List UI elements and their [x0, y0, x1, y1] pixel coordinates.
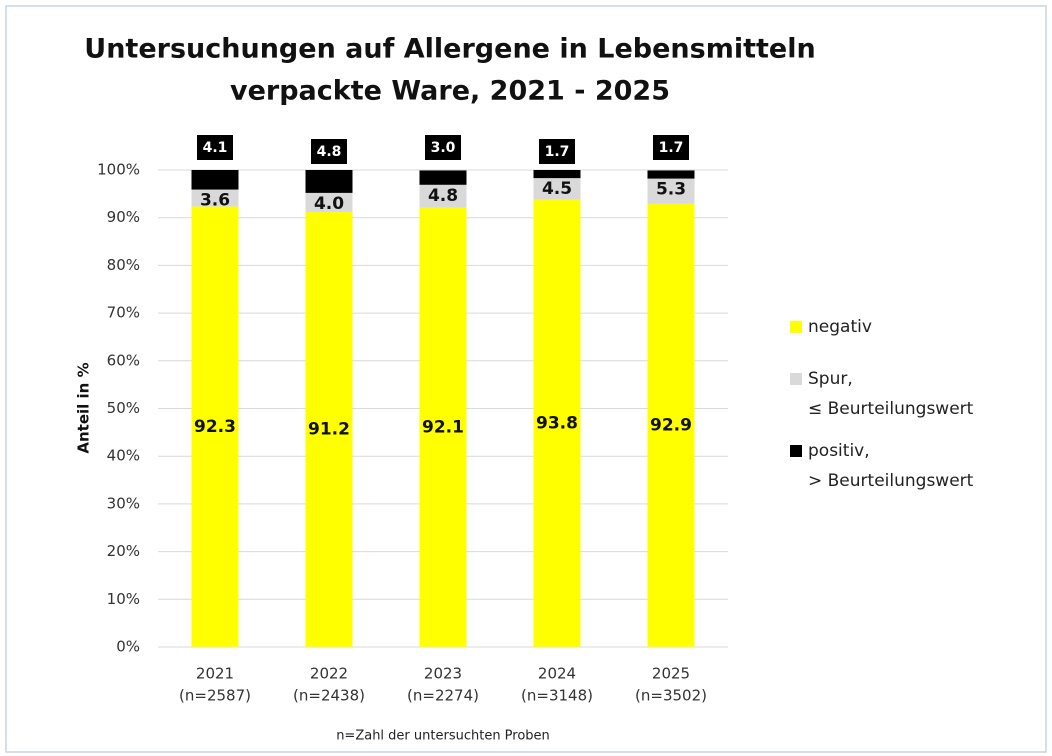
y-tick-label: 70%: [107, 304, 140, 322]
bar-segment: [419, 184, 467, 208]
x-axis-label: n=Zahl der untersuchten Proben: [336, 729, 550, 744]
y-axis-label: Anteil in %: [75, 362, 93, 453]
bar-segment: [533, 178, 581, 200]
bar-segment: [533, 170, 581, 179]
x-tick-label: 2025: [652, 665, 690, 683]
legend-label: Spur, ≤ Beurteilungswert: [808, 369, 974, 419]
bar-segment: [419, 170, 467, 185]
x-tick-label: 2023: [424, 665, 462, 683]
bar-segment: [533, 199, 581, 647]
x-tick-label: (n=2587): [179, 687, 251, 705]
chart-border: [5, 5, 1047, 753]
data-label: 1.7: [545, 144, 570, 160]
bar-segment: [305, 192, 353, 212]
legend-item: positiv, > Beurteilungswert: [790, 436, 1030, 496]
y-tick-label: 30%: [107, 494, 140, 512]
legend-label: positiv, > Beurteilungswert: [808, 441, 974, 491]
x-tick-label: (n=2438): [293, 687, 365, 705]
data-label-box: [539, 139, 575, 164]
data-label: 3.0: [431, 140, 456, 156]
legend-item: negativ: [790, 312, 1030, 342]
data-label: 1.7: [659, 140, 684, 156]
legend-label: negativ: [808, 317, 872, 337]
x-tick-label: 2021: [196, 665, 234, 683]
data-label: 3.6: [200, 191, 230, 211]
data-label: 4.8: [428, 186, 458, 206]
bar-segment: [191, 206, 239, 647]
data-label: 5.3: [656, 180, 686, 200]
data-label-box: [425, 135, 461, 160]
bar-segment: [647, 170, 695, 179]
data-label: 92.9: [650, 415, 692, 435]
x-tick-label: (n=3148): [521, 687, 593, 705]
bar-segment: [305, 211, 353, 647]
y-tick-label: 50%: [107, 399, 140, 417]
data-label: 4.0: [314, 194, 344, 214]
data-label: 92.3: [194, 417, 236, 437]
bar-segment: [419, 207, 467, 648]
y-tick-label: 20%: [107, 542, 140, 560]
data-label: 92.1: [422, 417, 464, 437]
x-tick-label: 2024: [538, 665, 576, 683]
data-label: 93.8: [536, 413, 578, 433]
legend-swatch: [790, 373, 802, 385]
bar-segment: [191, 189, 239, 207]
legend-swatch: [790, 445, 802, 457]
legend-swatch: [790, 321, 802, 333]
data-label: 4.5: [542, 179, 572, 199]
chart-subtitle: verpackte Ware, 2021 - 2025: [230, 76, 670, 107]
legend: negativ Spur, ≤ Beurteilungswert positiv, …: [790, 312, 1030, 508]
data-label: 4.1: [203, 140, 228, 156]
data-label: 91.2: [308, 419, 350, 439]
data-label-box: [197, 135, 233, 160]
y-tick-label: 80%: [107, 256, 140, 274]
y-tick-label: 10%: [107, 590, 140, 608]
y-tick-label: 100%: [97, 161, 140, 179]
x-tick-label: (n=2274): [407, 687, 479, 705]
bar-segment: [191, 170, 239, 190]
y-tick-label: 60%: [107, 351, 140, 369]
x-tick-label: 2022: [310, 665, 348, 683]
x-tick-label: (n=3502): [635, 687, 707, 705]
bar-segment: [647, 203, 695, 647]
y-tick-label: 40%: [107, 447, 140, 465]
y-tick-label: 0%: [116, 638, 140, 656]
data-label-box: [311, 139, 347, 164]
chart-title: Untersuchungen auf Allergene in Lebensmi…: [84, 34, 815, 65]
bar-segment: [647, 178, 695, 204]
bar-segment: [305, 170, 353, 193]
data-label-box: [653, 135, 689, 160]
y-tick-label: 90%: [107, 208, 140, 226]
data-label: 4.8: [317, 144, 342, 160]
legend-item: Spur, ≤ Beurteilungswert: [790, 364, 1030, 424]
